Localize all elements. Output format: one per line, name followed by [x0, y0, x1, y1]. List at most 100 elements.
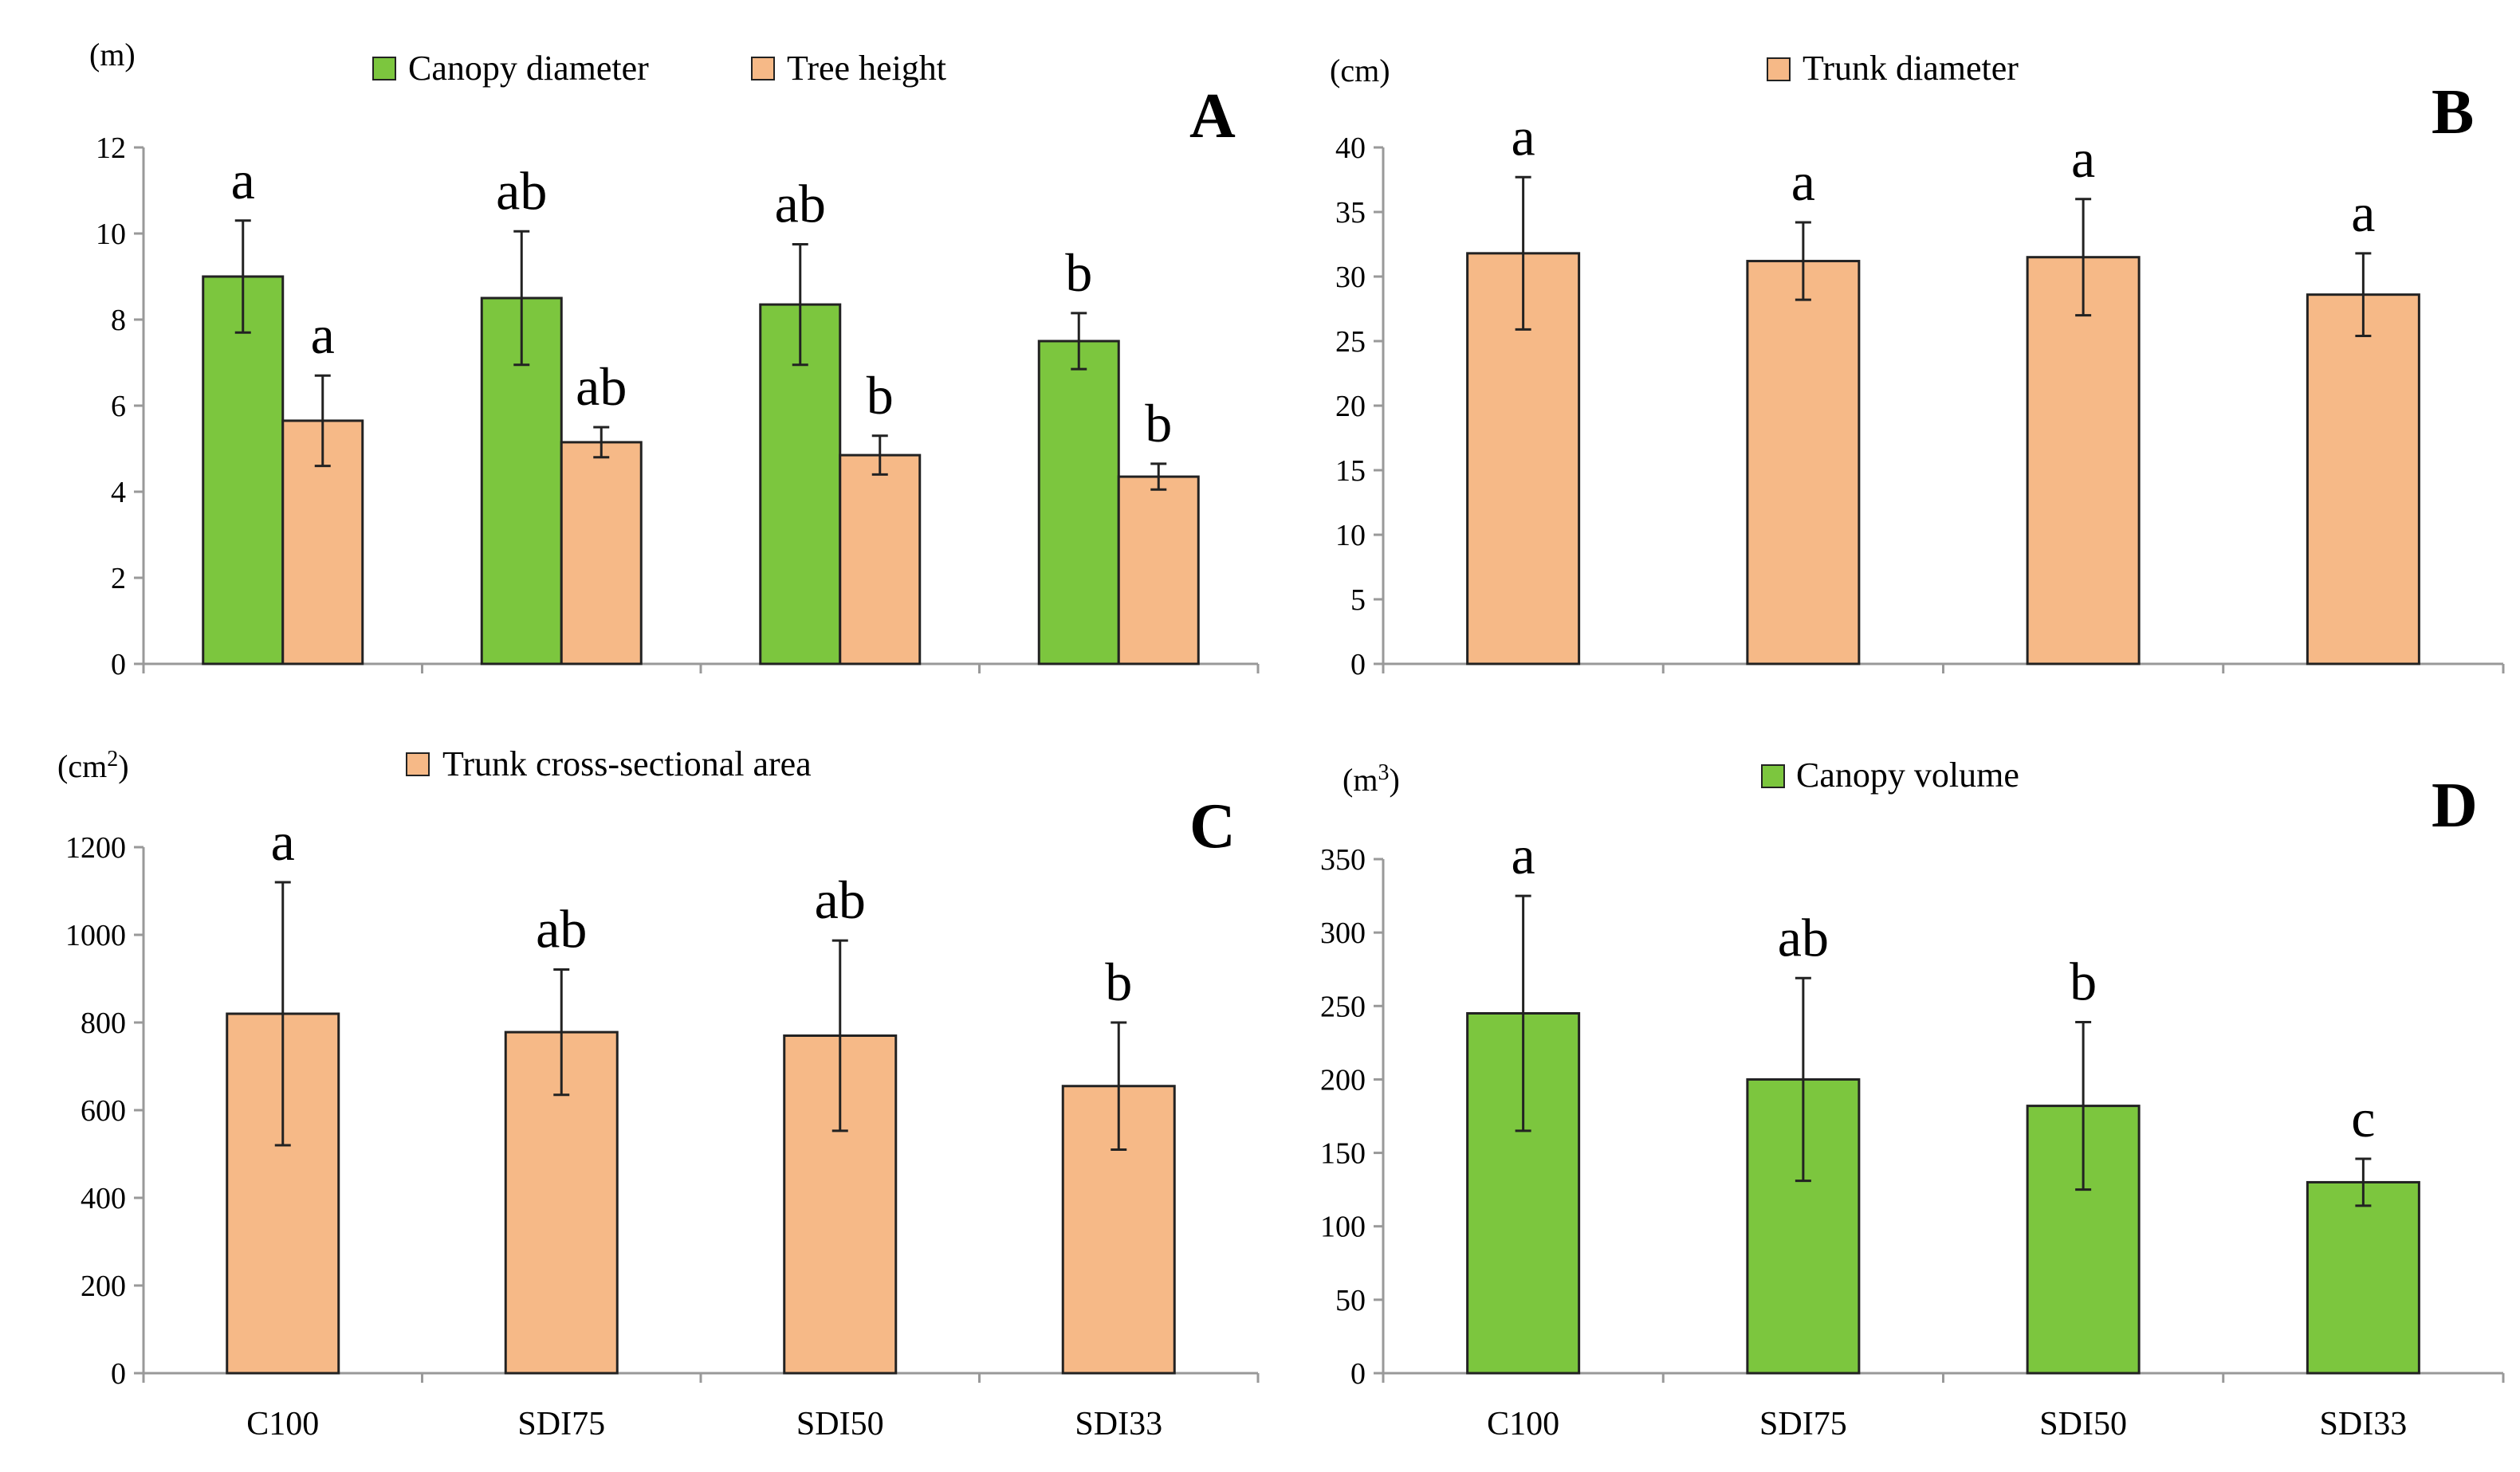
y-tick-label: 5	[1350, 583, 1366, 617]
y-tick-label: 600	[81, 1094, 126, 1128]
y-tick-label: 10	[96, 218, 126, 251]
bar	[839, 453, 922, 665]
significance-letter: c	[2351, 1088, 2375, 1148]
x-category-label: SDI33	[1075, 1406, 1162, 1443]
y-tick-label: 0	[111, 1357, 126, 1391]
y-tick-label: 10	[1335, 519, 1366, 552]
legend-swatch	[406, 752, 430, 776]
significance-letter: a	[1512, 106, 1535, 167]
bar	[1117, 475, 1200, 665]
legend-swatch	[1767, 57, 1791, 81]
panel-a: 0 2 4 6 8 10 12 a ab ab b a ab b b (m) Canopy diameter Tr…	[89, 37, 1260, 681]
bar	[1746, 260, 1861, 665]
significance-letter: ab	[815, 869, 866, 930]
bar	[2306, 293, 2420, 665]
panel-letter: B	[2432, 77, 2474, 147]
y-tick-label: 1000	[65, 919, 126, 952]
significance-letter: ab	[576, 356, 627, 417]
unit-close: )	[118, 748, 128, 784]
y-tick-label: 400	[81, 1182, 126, 1215]
significance-letter: a	[2071, 128, 2095, 189]
significance-letter: b	[1105, 952, 1132, 1012]
significance-letter: b	[867, 365, 894, 426]
significance-letter: a	[1512, 825, 1535, 885]
y-tick-label: 20	[1335, 390, 1366, 423]
x-category-label: SDI75	[1759, 1406, 1847, 1443]
y-tick-label: 25	[1335, 325, 1366, 359]
significance-letter: ab	[536, 898, 587, 959]
unit-text: (cm	[57, 748, 107, 784]
unit-text: (cm)	[1330, 53, 1390, 88]
panel-letter: D	[2432, 771, 2478, 841]
x-category-label: SDI33	[2320, 1406, 2408, 1443]
significance-letter: ab	[496, 160, 547, 221]
legend-swatch	[751, 57, 775, 80]
bar	[2026, 256, 2141, 665]
legend-label: Tree height	[787, 49, 946, 88]
x-category-label: SDI50	[2039, 1406, 2127, 1443]
y-tick-label: 6	[111, 390, 126, 423]
y-tick-label: 2	[111, 562, 126, 595]
bar	[2306, 1180, 2420, 1375]
significance-letter: a	[231, 150, 255, 210]
significance-letter: a	[2351, 183, 2375, 243]
y-tick-label: 50	[1335, 1284, 1366, 1317]
legend-label: Canopy volume	[1796, 756, 2019, 795]
significance-letter: a	[271, 811, 295, 872]
legend-swatch	[1761, 764, 1785, 788]
y-tick-label: 200	[81, 1270, 126, 1303]
y-tick-label: 300	[1320, 917, 1366, 950]
unit-close: )	[1389, 762, 1399, 798]
legend-swatch	[372, 57, 396, 80]
y-tick-label: 200	[1320, 1063, 1366, 1097]
x-category-label: SDI50	[796, 1406, 884, 1443]
y-tick-label: 8	[111, 304, 126, 337]
y-tick-label: 4	[111, 476, 126, 509]
y-tick-label: 800	[81, 1007, 126, 1040]
panel-letter: C	[1189, 791, 1236, 862]
unit-text: (m	[1343, 762, 1378, 798]
significance-letter: a	[1791, 151, 1815, 212]
unit-superscript: 3	[1378, 760, 1389, 785]
y-tick-label: 0	[1350, 1357, 1366, 1391]
legend-label: Canopy diameter	[408, 49, 649, 88]
bar	[1037, 340, 1120, 665]
y-tick-label: 350	[1320, 843, 1366, 877]
y-tick-label: 40	[1335, 131, 1366, 165]
panel-d: 0 50 100 150 200 250 300 350 a ab b c C100 SDI75 SDI50…	[1320, 756, 2505, 1443]
y-tick-label: 0	[111, 648, 126, 681]
y-unit-label: (m3)	[1343, 760, 1400, 798]
significance-letter: b	[2070, 952, 2097, 1012]
unit-superscript: 2	[107, 747, 118, 771]
y-tick-label: 1200	[65, 831, 126, 865]
y-tick-label: 0	[1350, 648, 1366, 681]
x-category-label: C100	[246, 1406, 319, 1443]
y-tick-label: 100	[1320, 1211, 1366, 1244]
unit-text: (m)	[89, 37, 136, 73]
significance-letter: ab	[1778, 907, 1829, 968]
y-tick-label: 30	[1335, 261, 1366, 294]
y-unit-label: (cm)	[1330, 53, 1390, 88]
y-unit-label: (m)	[89, 37, 136, 73]
x-category-label: SDI75	[517, 1406, 605, 1443]
bar	[560, 441, 643, 665]
legend-label: Trunk diameter	[1803, 49, 2019, 88]
panel-c: 0 200 400 600 800 1000 1200 a ab ab b C100 SDI75 SDI5…	[57, 744, 1260, 1443]
y-tick-label: 15	[1335, 454, 1366, 488]
significance-letter: a	[311, 304, 335, 365]
y-unit-label: (cm2)	[57, 747, 129, 784]
y-tick-label: 150	[1320, 1137, 1366, 1171]
panel-letter: A	[1189, 81, 1236, 151]
significance-letter: b	[1145, 393, 1172, 453]
y-tick-label: 12	[96, 131, 126, 165]
panel-b: 0 5 10 15 20 25 30 35 40 a a a a (cm) Trunk diameter B	[1330, 49, 2505, 681]
significance-letter: b	[1065, 242, 1092, 303]
significance-letter: ab	[775, 174, 826, 234]
x-category-label: C100	[1487, 1406, 1559, 1443]
legend-label: Trunk cross-sectional area	[442, 744, 812, 783]
y-tick-label: 35	[1335, 196, 1366, 230]
y-tick-label: 250	[1320, 990, 1366, 1023]
bar	[202, 275, 285, 665]
